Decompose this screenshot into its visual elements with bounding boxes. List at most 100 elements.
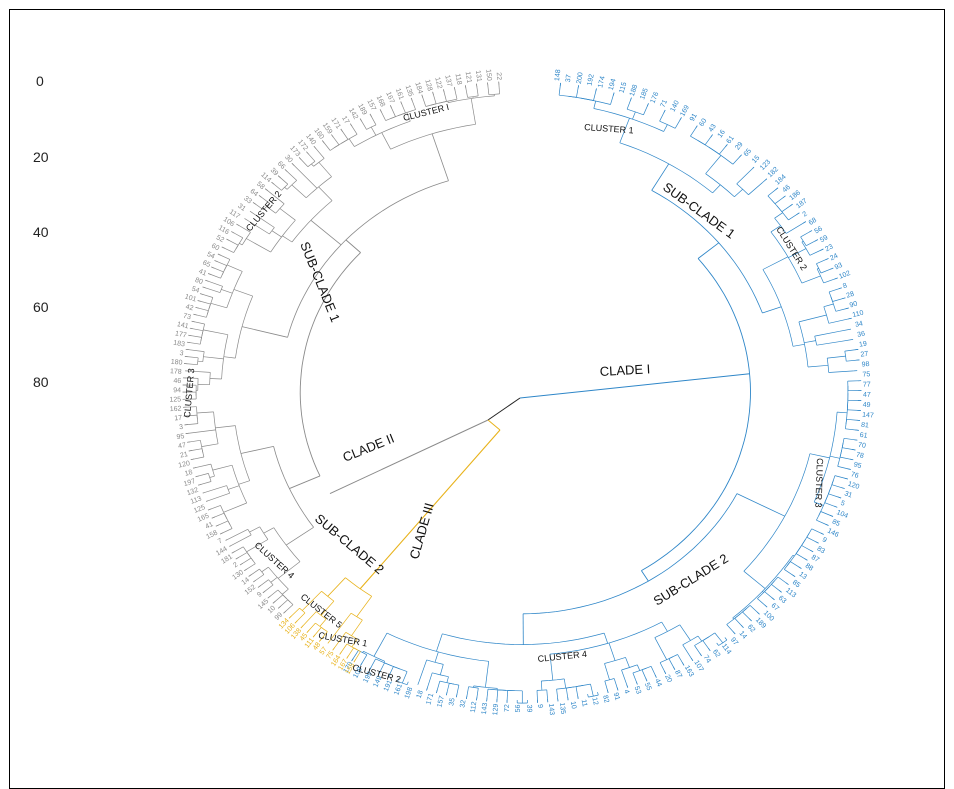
internal-branch bbox=[743, 612, 752, 621]
internal-branch bbox=[306, 152, 315, 162]
clade-2-tip-label: 121 bbox=[464, 71, 473, 84]
scale-label-20: 20 bbox=[33, 149, 49, 165]
internal-branch bbox=[273, 595, 283, 603]
clade-1-tip-label: 71 bbox=[660, 99, 670, 109]
internal-branch bbox=[295, 613, 305, 623]
internal-branch bbox=[812, 529, 824, 535]
internal-branch bbox=[622, 670, 628, 688]
internal-branch bbox=[268, 590, 278, 598]
internal-branch bbox=[786, 222, 806, 234]
internal-branch bbox=[829, 318, 852, 323]
internal-branch bbox=[203, 486, 227, 494]
internal-branch bbox=[847, 410, 861, 411]
clade-1-tip-label: 81 bbox=[861, 422, 870, 430]
clade-2-tip-label: 54 bbox=[206, 251, 216, 261]
clade-1-tip-label: 176 bbox=[649, 91, 660, 105]
internal-branch bbox=[784, 569, 795, 576]
clade-1-tip-label: 9 bbox=[536, 704, 543, 708]
internal-branch bbox=[190, 328, 203, 331]
internal-branch bbox=[793, 344, 805, 346]
clade-2-tip-label: 150 bbox=[484, 69, 492, 81]
internal-branch bbox=[282, 589, 288, 594]
internal-branch bbox=[788, 213, 799, 220]
internal-branch bbox=[705, 135, 713, 145]
clade-2-tip-label: 197 bbox=[183, 478, 196, 488]
internal-branch bbox=[187, 342, 200, 344]
leaf-branch bbox=[725, 638, 727, 641]
internal-branch bbox=[205, 280, 222, 286]
internal-branch bbox=[299, 157, 308, 166]
internal-branch bbox=[240, 558, 251, 565]
internal-branch bbox=[216, 521, 228, 526]
clade-2-tip-label: 30 bbox=[283, 154, 293, 165]
internal-branch bbox=[285, 169, 297, 180]
clade-1-tip-label: 36 bbox=[857, 330, 866, 338]
internal-branch bbox=[211, 267, 223, 272]
clade-1-tip-label: 112 bbox=[470, 701, 478, 713]
internal-branch bbox=[605, 664, 610, 680]
internal-branch bbox=[220, 529, 232, 535]
clade-1-tip-label: 61 bbox=[859, 432, 868, 440]
internal-branch bbox=[660, 663, 666, 674]
internal-branch bbox=[644, 103, 649, 114]
clade-2-tip-label: 39 bbox=[269, 167, 280, 178]
clade-1-tip-label: 198 bbox=[404, 686, 414, 699]
cluster-branch bbox=[737, 494, 785, 517]
clade-1-tip-label: 34 bbox=[855, 320, 864, 329]
internal-branch bbox=[253, 575, 264, 583]
clade-2-tip-label: 178 bbox=[170, 368, 182, 376]
internal-branch bbox=[775, 213, 783, 219]
internal-branch bbox=[206, 493, 230, 501]
clade-1-tip-label: 44 bbox=[653, 678, 663, 688]
internal-branch bbox=[507, 691, 508, 703]
internal-branch bbox=[280, 209, 296, 221]
internal-branch bbox=[662, 622, 668, 631]
clade-1-tip-label: 27 bbox=[860, 351, 869, 359]
internal-branch bbox=[604, 633, 608, 643]
internal-branch bbox=[436, 681, 439, 693]
clade-2-tip-label: 58 bbox=[255, 181, 266, 191]
cluster-branch bbox=[286, 527, 313, 545]
leaf-branch bbox=[418, 682, 419, 685]
clade-3-cluster-1-label: CLUSTER 1 bbox=[318, 630, 368, 648]
internal-branch bbox=[185, 356, 198, 357]
internal-branch bbox=[208, 505, 221, 510]
clade-1-tip-label: 59 bbox=[819, 234, 829, 244]
internal-branch bbox=[374, 633, 387, 656]
leaf-branch bbox=[598, 692, 599, 695]
internal-branch bbox=[331, 135, 339, 145]
root-branch-clade-3 bbox=[488, 420, 500, 430]
internal-branch bbox=[660, 110, 666, 121]
internal-branch bbox=[360, 119, 366, 130]
internal-branch bbox=[402, 672, 407, 684]
cluster-branch bbox=[432, 134, 448, 181]
internal-branch bbox=[633, 112, 636, 119]
internal-branch bbox=[221, 289, 232, 293]
internal-branch bbox=[802, 276, 821, 283]
leaf-branch bbox=[407, 682, 408, 685]
clade-2-tip-label: 41 bbox=[204, 521, 214, 531]
clade-1-tip-label: 53 bbox=[633, 685, 642, 695]
clade-2-label: CLADE II bbox=[341, 431, 397, 465]
internal-branch bbox=[249, 569, 260, 576]
internal-branch bbox=[218, 254, 230, 259]
internal-branch bbox=[436, 634, 442, 652]
clade-2-tip-label: 183 bbox=[173, 340, 186, 349]
clade-1-tip-label: 83 bbox=[816, 545, 826, 555]
internal-branch bbox=[466, 687, 468, 699]
internal-branch bbox=[547, 690, 548, 702]
internal-branch bbox=[763, 257, 788, 270]
internal-branch bbox=[263, 585, 273, 593]
internal-branch bbox=[727, 625, 736, 635]
internal-branch bbox=[272, 231, 282, 237]
internal-branch bbox=[465, 85, 467, 97]
internal-branch bbox=[203, 287, 220, 293]
clade-1-tip-label: 18 bbox=[416, 690, 425, 700]
internal-branch bbox=[301, 612, 316, 628]
internal-branch bbox=[292, 185, 306, 198]
scale-label-60: 60 bbox=[33, 299, 49, 315]
internal-branch bbox=[390, 105, 395, 116]
clade-2-subclade-2-label: SUB-CLADE 2 bbox=[312, 511, 387, 577]
clade-1-tip-label: 107 bbox=[692, 659, 704, 673]
internal-branch bbox=[735, 618, 744, 627]
